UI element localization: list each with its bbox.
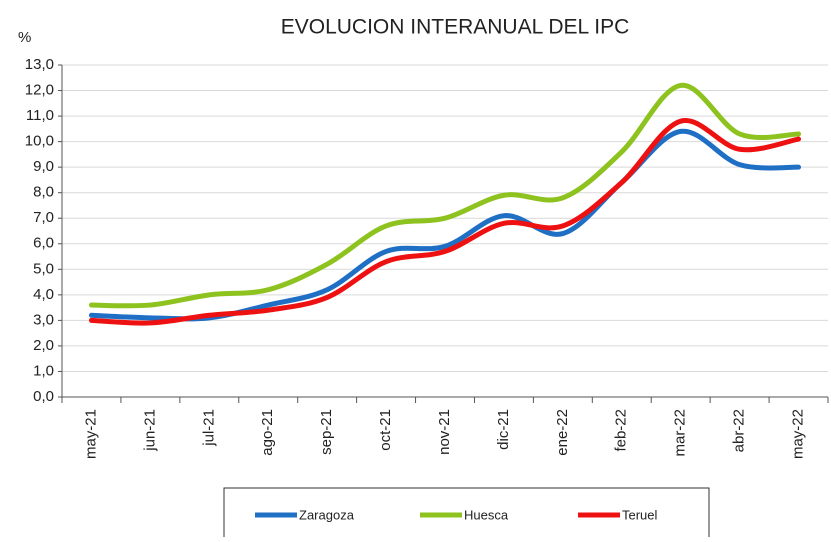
series-line (88, 118, 802, 326)
legend-box (223, 487, 710, 542)
series-line (88, 128, 802, 322)
x-tick-label: jun-21 (141, 409, 158, 452)
y-tick-label: 0,0 (33, 388, 54, 405)
x-tick-label: ago-21 (259, 409, 276, 456)
x-tick-label: sep-21 (318, 409, 335, 455)
x-tick-label: ene-22 (554, 409, 571, 456)
x-tick-label: mar-22 (672, 409, 689, 457)
y-tick-label: 13,0 (25, 56, 54, 73)
y-tick-label: 6,0 (33, 235, 54, 252)
x-tick-label: abr-22 (731, 409, 748, 452)
series-line (88, 82, 802, 309)
x-tick-label: oct-21 (377, 409, 394, 451)
y-tick-label: 12,0 (25, 82, 54, 99)
y-tick-label: 11,0 (26, 107, 54, 124)
y-tick-label: 5,0 (33, 260, 54, 277)
x-tick-label: jul-21 (200, 409, 217, 447)
x-tick-label: nov-21 (436, 409, 453, 455)
y-tick-label: 1,0 (33, 362, 54, 379)
chart-title: EVOLUCION INTERANUAL DEL IPC (281, 16, 630, 39)
legend-label: Teruel (622, 507, 658, 522)
y-tick-label: 10,0 (25, 133, 54, 150)
legend-label: Huesca (464, 507, 509, 522)
y-tick-label: 9,0 (33, 158, 54, 175)
y-tick-label: 3,0 (33, 311, 54, 328)
x-tick-label: may-21 (82, 409, 99, 459)
y-tick-label: 2,0 (33, 337, 54, 354)
x-tick-label: dic-21 (495, 409, 512, 450)
x-tick-label: feb-22 (613, 409, 630, 452)
x-tick-label: may-22 (790, 409, 807, 459)
y-axis-label: % (18, 29, 31, 46)
y-tick-label: 8,0 (33, 184, 54, 201)
y-tick-label: 7,0 (33, 209, 54, 226)
y-tick-label: 4,0 (33, 286, 54, 303)
legend-label: Zaragoza (299, 507, 355, 522)
